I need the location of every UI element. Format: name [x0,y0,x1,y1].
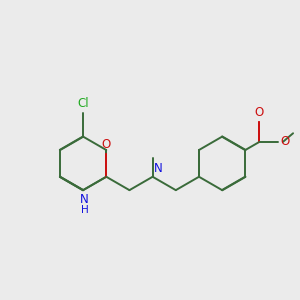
Text: N: N [80,194,89,206]
Text: N: N [154,162,163,176]
Text: O: O [255,106,264,119]
Text: Cl: Cl [77,97,89,110]
Text: O: O [280,136,289,148]
Text: O: O [102,138,111,151]
Text: H: H [80,205,88,215]
